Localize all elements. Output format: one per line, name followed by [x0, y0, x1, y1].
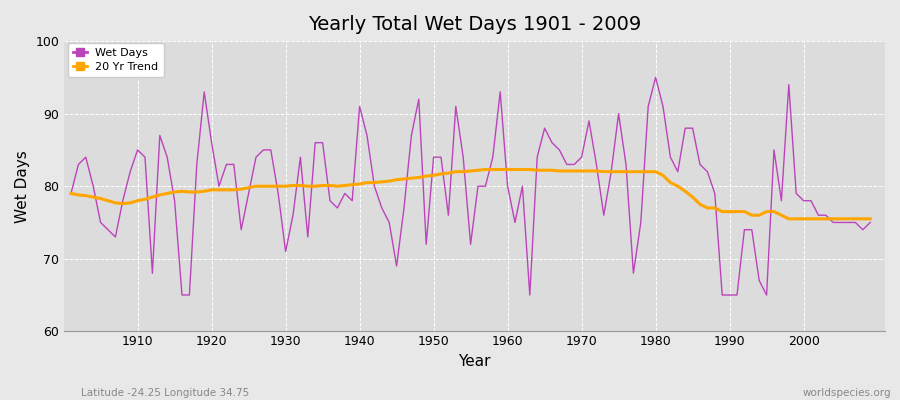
- X-axis label: Year: Year: [458, 354, 491, 369]
- Legend: Wet Days, 20 Yr Trend: Wet Days, 20 Yr Trend: [68, 42, 164, 77]
- Text: Latitude -24.25 Longitude 34.75: Latitude -24.25 Longitude 34.75: [81, 388, 249, 398]
- Text: worldspecies.org: worldspecies.org: [803, 388, 891, 398]
- Title: Yearly Total Wet Days 1901 - 2009: Yearly Total Wet Days 1901 - 2009: [308, 15, 641, 34]
- Y-axis label: Wet Days: Wet Days: [15, 150, 30, 222]
